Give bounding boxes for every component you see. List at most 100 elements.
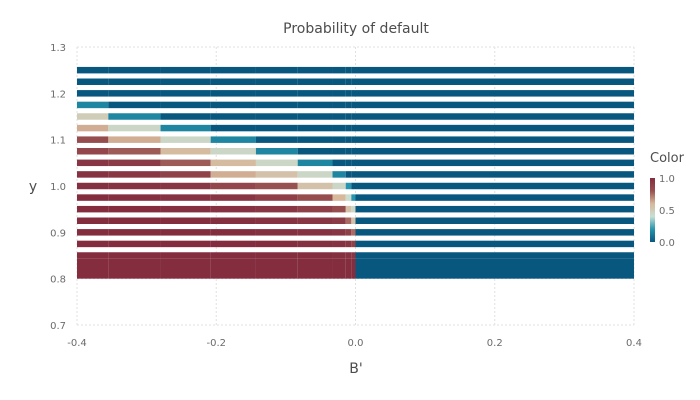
heatmap-cell: [108, 90, 161, 97]
heatmap-cell: [77, 182, 109, 190]
heatmap-cell: [77, 90, 109, 97]
heatmap-cell: [332, 113, 346, 120]
heatmap-cell: [77, 124, 109, 132]
heatmap-cell: [297, 182, 333, 190]
heatmap-cell: [332, 252, 346, 259]
heatmap-cell: [332, 182, 346, 190]
heatmap-cell: [160, 229, 211, 236]
heatmap-cell: [210, 159, 256, 167]
colorbar-title: Color: [650, 151, 685, 166]
heatmap-cell: [355, 194, 634, 201]
heatmap-cell: [255, 182, 298, 190]
heatmap-cell: [255, 252, 298, 259]
heatmap-cell: [108, 136, 161, 143]
heatmap-cell: [297, 136, 333, 143]
heatmap-cell: [77, 66, 109, 74]
heatmap-cell: [332, 90, 346, 97]
heatmap-cell: [351, 148, 356, 155]
heatmap-cell: [345, 136, 352, 143]
heatmap-cell: [160, 136, 211, 143]
heatmap-cell: [355, 159, 634, 167]
heatmap-cell: [297, 171, 333, 178]
heatmap-cell: [255, 258, 298, 279]
heatmap-cell: [345, 205, 352, 213]
heatmap-cell: [255, 136, 298, 143]
heatmap-cell: [108, 217, 161, 224]
chart-title: Probability of default: [283, 21, 429, 37]
heatmap-cell: [77, 136, 109, 143]
heatmap-cell: [108, 258, 161, 279]
heatmap-cell: [355, 66, 634, 74]
heatmap-cell: [297, 229, 333, 236]
heatmap-cell: [332, 124, 346, 132]
heatmap-cell: [108, 148, 161, 155]
heatmap-cell: [160, 205, 211, 213]
heatmap-cell: [255, 205, 298, 213]
heatmap-cell: [210, 258, 256, 279]
heatmap-cell: [332, 229, 346, 236]
heatmap-cell: [345, 78, 352, 85]
heatmap-cell: [210, 217, 256, 224]
y-tick-label: 0.7: [50, 321, 66, 332]
heatmap-cell: [255, 240, 298, 248]
heatmap-cell: [210, 124, 256, 132]
y-tick-label: 0.9: [50, 228, 66, 239]
heatmap-cell: [210, 113, 256, 120]
heatmap-cell: [108, 124, 161, 132]
colorbar-tick-label: 0.5: [659, 206, 675, 217]
heatmap-cell: [355, 101, 634, 109]
heatmap-cell: [351, 78, 356, 85]
heatmap-cell: [355, 148, 634, 155]
colorbar-tick-label: 0.0: [659, 238, 675, 249]
heatmap-cell: [345, 148, 352, 155]
colorbar-tick-labels: 0.0 0.5 1.0: [659, 174, 675, 249]
heatmap-cell: [345, 217, 352, 224]
heatmap-cell: [351, 90, 356, 97]
heatmap-cell: [255, 113, 298, 120]
heatmap-cell: [297, 252, 333, 259]
heatmap-cell: [255, 78, 298, 85]
heatmap-cell: [345, 240, 352, 248]
heatmap-cell: [345, 182, 352, 190]
heatmap-cell: [77, 171, 109, 178]
heatmap-cell: [355, 252, 634, 259]
heatmap-cell: [160, 252, 211, 259]
y-tick-label: 1.3: [50, 43, 66, 54]
heatmap-cell: [210, 229, 256, 236]
heatmap-cell: [160, 171, 211, 178]
heatmap-cell: [160, 113, 211, 120]
heatmap-cell: [297, 148, 333, 155]
heatmap-cell: [345, 124, 352, 132]
heatmap-cell: [351, 229, 356, 236]
y-tick-label: 1.0: [50, 182, 66, 193]
heatmap-cell: [210, 205, 256, 213]
heatmap-cell: [108, 240, 161, 248]
x-tick-labels: -0.4 -0.2 0.0 0.2 0.4: [67, 338, 642, 349]
heatmap-cell: [160, 78, 211, 85]
heatmap-cell: [351, 182, 356, 190]
heatmap-cell: [160, 258, 211, 279]
heatmap-cell: [355, 258, 634, 279]
heatmap-cell: [355, 124, 634, 132]
heatmap-cell: [332, 240, 346, 248]
y-tick-label: 1.1: [50, 136, 66, 147]
heatmap-cell: [355, 113, 634, 120]
heatmap-cell: [297, 217, 333, 224]
heatmap-cell: [297, 66, 333, 74]
heatmap-cell: [355, 205, 634, 213]
heatmap-cell: [77, 240, 109, 248]
heatmap-cell: [355, 229, 634, 236]
heatmap-cell: [297, 205, 333, 213]
colorbar-tick-label: 1.0: [659, 174, 675, 185]
heatmap-cell: [345, 171, 352, 178]
heatmap-cell: [77, 229, 109, 236]
heatmap-cell: [160, 217, 211, 224]
heatmap-cell: [210, 194, 256, 201]
heatmap-cell: [345, 258, 352, 279]
heatmap-cells: [77, 66, 634, 279]
heatmap-cell: [351, 217, 356, 224]
heatmap-cell: [108, 252, 161, 259]
heatmap-cell: [355, 171, 634, 178]
heatmap-cell: [210, 252, 256, 259]
